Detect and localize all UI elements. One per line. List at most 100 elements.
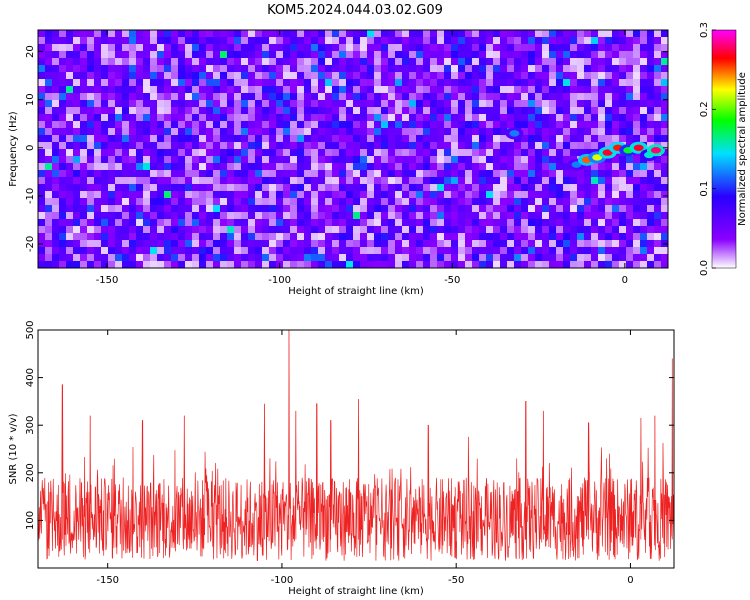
spectrogram-cell xyxy=(367,219,374,226)
spectrogram-cell xyxy=(612,93,619,100)
spectrogram-cell xyxy=(136,128,143,135)
spectrogram-cell xyxy=(395,30,402,37)
spectrogram-cell xyxy=(619,135,626,142)
spectrogram-cell xyxy=(654,93,661,100)
spectrogram-cell xyxy=(101,44,108,51)
spectrogram-cell xyxy=(577,114,584,121)
spectrogram-cell xyxy=(178,184,185,191)
spectrogram-cell xyxy=(234,107,241,114)
spectrogram-cell xyxy=(423,163,430,170)
spectrogram-cell xyxy=(633,51,640,58)
spectrogram-cell xyxy=(220,135,227,142)
spectrogram-cell xyxy=(374,142,381,149)
spectrogram-cell xyxy=(598,114,605,121)
spectrogram-cell xyxy=(73,240,80,247)
spectrogram-cell xyxy=(185,254,192,261)
spectrogram-cell xyxy=(493,93,500,100)
spectrogram-cell xyxy=(374,93,381,100)
spectrogram-cell xyxy=(514,212,521,219)
spectrogram-cell xyxy=(325,205,332,212)
spectrogram-cell xyxy=(290,149,297,156)
spectrogram-cell xyxy=(73,114,80,121)
spectrogram-cell xyxy=(353,177,360,184)
spectrogram-cell xyxy=(311,44,318,51)
spectrogram-cell xyxy=(458,184,465,191)
spectrogram-cell xyxy=(192,191,199,198)
spectrogram-cell xyxy=(486,65,493,72)
spectrogram-cell xyxy=(437,107,444,114)
spectrogram-cell xyxy=(472,156,479,163)
spectrogram-cell xyxy=(479,170,486,177)
spectrogram-cell xyxy=(619,191,626,198)
spectrogram-cell xyxy=(360,177,367,184)
spectrogram-cell xyxy=(416,121,423,128)
spectrogram-cell xyxy=(248,65,255,72)
spectrogram-cell xyxy=(157,156,164,163)
spectrogram-cell xyxy=(52,37,59,44)
spectrogram-cell xyxy=(290,233,297,240)
spectrogram-cell xyxy=(486,86,493,93)
spectrogram-cell xyxy=(395,79,402,86)
spectrogram-cell xyxy=(570,72,577,79)
spectrogram-cell xyxy=(409,254,416,261)
spectrogram-cell xyxy=(423,65,430,72)
spectrogram-cell xyxy=(262,58,269,65)
spectrogram-cell xyxy=(136,142,143,149)
spectrogram-cell xyxy=(108,219,115,226)
spectrogram-cell xyxy=(129,30,136,37)
spectrogram-cell xyxy=(437,72,444,79)
spectrogram-cell xyxy=(528,191,535,198)
spectrogram-cell xyxy=(437,93,444,100)
spectrogram-cell xyxy=(577,226,584,233)
spectrogram-cell xyxy=(171,184,178,191)
spectrogram-cell xyxy=(584,72,591,79)
spectrogram-cell xyxy=(171,247,178,254)
spectrogram-cell xyxy=(535,219,542,226)
spectrogram-cell xyxy=(521,142,528,149)
spectrogram-cell xyxy=(283,93,290,100)
spectrogram-cell xyxy=(465,72,472,79)
spectrogram-cell xyxy=(66,51,73,58)
spectrogram-cell xyxy=(276,240,283,247)
spectrogram-cell xyxy=(409,261,416,268)
spectrogram-cell xyxy=(129,254,136,261)
spectrogram-cell xyxy=(192,247,199,254)
spectrogram-cell xyxy=(367,72,374,79)
spectrogram-cell xyxy=(633,163,640,170)
spectrogram-cell xyxy=(633,177,640,184)
spectrogram-cell xyxy=(360,86,367,93)
spectrogram-cell xyxy=(122,107,129,114)
spectrogram-cell xyxy=(311,107,318,114)
spectrogram-cell xyxy=(59,128,66,135)
spectrogram-cell xyxy=(619,156,626,163)
spectrogram-cell xyxy=(556,51,563,58)
spectrogram-cell xyxy=(262,254,269,261)
spectrogram-cell xyxy=(304,226,311,233)
spectrogram-cell xyxy=(626,212,633,219)
spectrogram-cell xyxy=(283,114,290,121)
spectrogram-cell xyxy=(381,65,388,72)
spectrogram-cell xyxy=(45,107,52,114)
spectrogram-cell xyxy=(458,135,465,142)
spectrogram-cell xyxy=(241,233,248,240)
spectrogram-cell xyxy=(528,156,535,163)
spectrogram-cell xyxy=(479,177,486,184)
spectrogram-cell xyxy=(192,114,199,121)
spectrogram-cell xyxy=(227,37,234,44)
spectrogram-cell xyxy=(409,191,416,198)
spectrogram-cell xyxy=(661,37,668,44)
spectrogram-cell xyxy=(584,205,591,212)
spectrogram-cell xyxy=(143,58,150,65)
spectrogram-cell xyxy=(458,107,465,114)
spectrogram-cell xyxy=(458,142,465,149)
spectrogram-cell xyxy=(129,128,136,135)
spectrogram-cell xyxy=(465,51,472,58)
spectrogram-cell xyxy=(514,240,521,247)
spectrogram-cell xyxy=(297,170,304,177)
spectrogram-cell xyxy=(199,233,206,240)
spectrogram-cell xyxy=(171,212,178,219)
spectrogram-cell xyxy=(234,247,241,254)
spectrogram-cell xyxy=(80,51,87,58)
spectrogram-cell xyxy=(563,212,570,219)
spectrogram-cell xyxy=(374,114,381,121)
